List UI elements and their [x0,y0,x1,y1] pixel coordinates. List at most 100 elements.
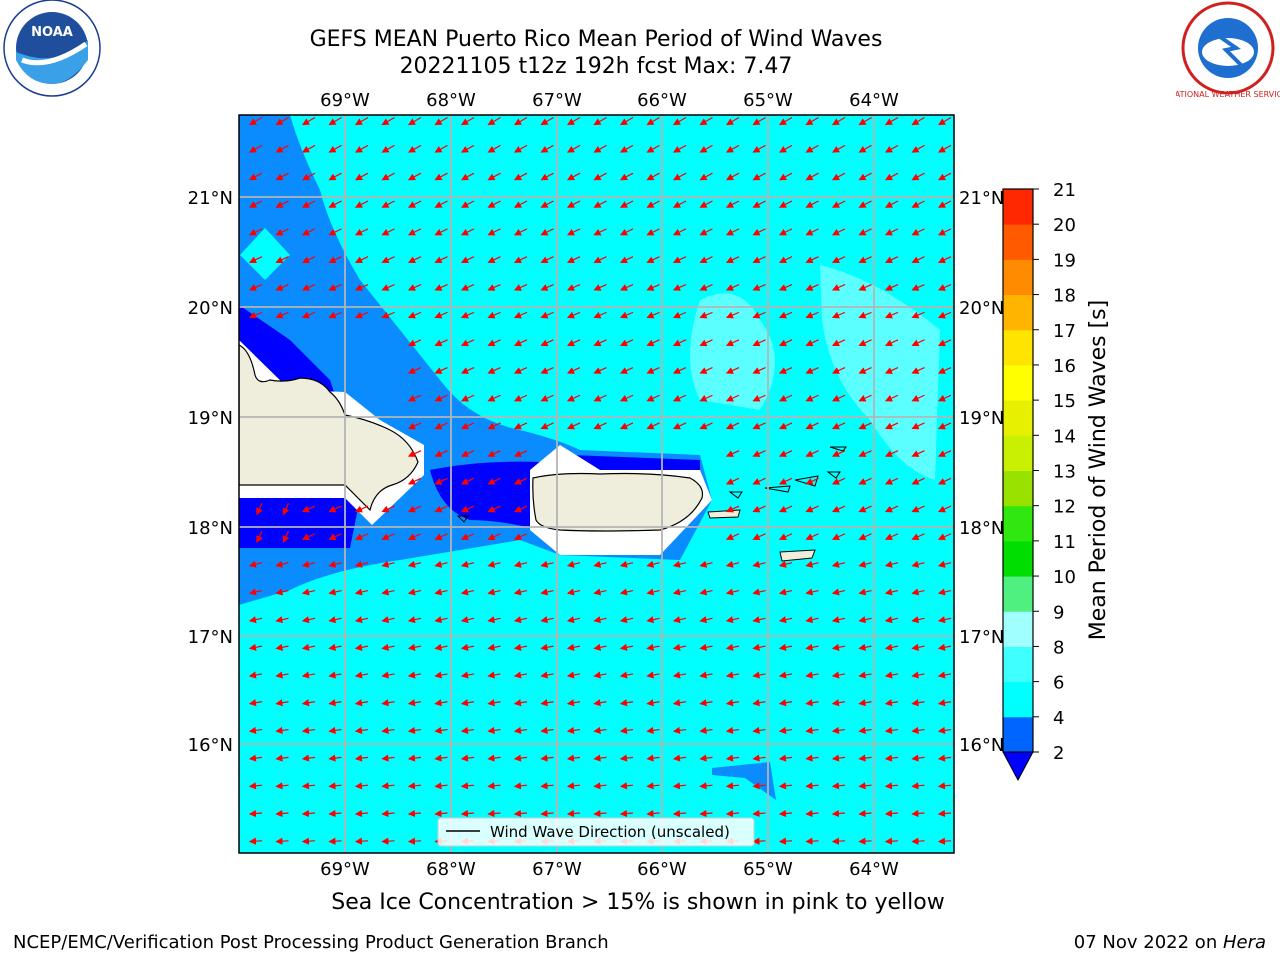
wave-arrow [752,533,766,541]
wave-arrow [248,588,263,596]
wave-arrow [354,533,369,541]
wave-arrow [805,477,819,485]
wave-arrow [460,809,475,818]
wave-contour-2-4 [712,762,776,800]
wave-arrow [460,283,475,291]
wave-arrow [301,256,316,264]
colorbar-bin [1003,294,1033,331]
wave-arrow [381,782,395,790]
wave-arrow [434,809,448,818]
colorbar-tick-label: 13 [1053,462,1076,483]
wave-arrow [328,699,342,707]
wave-arrow [646,228,660,236]
land-puerto-rico [532,472,704,532]
wave-arrow [672,422,687,430]
wave-arrow [858,505,872,513]
wave-arrow [513,782,528,790]
wave-arrow [752,339,766,347]
wave-arrow [752,450,766,457]
wave-arrow [593,256,607,264]
wave-arrow [752,726,766,734]
wave-arrow [593,782,607,790]
wave-arrow [884,283,899,291]
wave-arrow [328,172,342,181]
wave-arrow [858,228,872,236]
wave-arrow [434,116,448,126]
wave-arrow [831,256,846,264]
legend-label: Wind Wave Direction (unscaled) [490,823,730,841]
wave-arrow [646,116,660,126]
wave-arrow [487,200,501,208]
wave-arrow [593,200,607,208]
wave-arrow [831,560,846,568]
wave-arrow [354,616,369,624]
wave-arrow [593,144,607,153]
wave-arrow [831,477,846,485]
wave-arrow [911,311,925,319]
wave-arrow [831,144,846,153]
wave-arrow [805,533,819,541]
wave-arrow [275,671,289,679]
wave-arrow [328,671,342,679]
wave-arrow [513,256,528,264]
wave-arrow [778,754,793,762]
wave-arrow [540,809,554,818]
wave-arrow [619,782,634,790]
wave-arrow [752,283,766,291]
wave-arrow [301,200,316,208]
wave-arrow [619,754,634,762]
lon-label: 69°W [320,90,370,111]
wave-arrow [858,339,872,347]
wave-arrow [460,144,475,153]
wave-arrow [566,116,581,126]
wave-arrow [725,311,740,319]
wave-arrow [619,699,634,707]
lon-label: 68°W [426,859,476,880]
wave-arrow [937,394,952,402]
wave-arrow [434,533,448,541]
wave-arrow [937,754,952,762]
wave-arrow [752,699,766,707]
wave-arrow [593,643,607,651]
lon-label: 64°W [849,859,899,880]
colorbar-under-triangle [1002,751,1034,782]
wave-arrow [540,172,554,181]
wave-arrow [540,671,554,679]
wave-arrow [778,283,793,291]
wind-wave-arrows [248,116,952,845]
nws-logo-icon: NATIONAL WEATHER SERVICE [1176,1,1280,99]
wave-arrow [752,754,766,762]
wave-arrow [646,394,660,402]
wave-arrow [593,699,607,707]
wave-arrow [460,394,475,402]
wave-arrow [248,726,263,734]
colorbar-bin [1003,576,1033,612]
wave-arrow [725,782,740,790]
wave-arrow [248,144,263,153]
wave-arrow [725,116,740,126]
wave-arrow [619,172,634,181]
colorbar-bin [1003,329,1033,366]
wave-arrow [725,809,740,818]
wave-arrow [725,367,740,374]
wave-arrow [460,422,475,430]
wave-arrow [672,200,687,208]
wave-arrow [884,782,899,790]
wave-arrow [275,283,289,291]
wave-arrow [354,699,369,707]
wave-arrow [275,782,289,790]
wave-arrow [911,172,925,181]
wave-arrow [487,616,501,624]
wave-arrow [805,144,819,153]
wave-arrow [778,477,793,485]
wave-arrow [434,450,448,457]
colorbar-bin [1003,259,1033,296]
wave-arrow [884,116,899,126]
wave-arrow [593,671,607,679]
wave-arrow [328,588,342,596]
wave-arrow [778,560,793,568]
wave-arrow [805,699,819,707]
wave-arrow [513,283,528,291]
wave-arrow [460,172,475,181]
wave-arrow [487,533,501,541]
